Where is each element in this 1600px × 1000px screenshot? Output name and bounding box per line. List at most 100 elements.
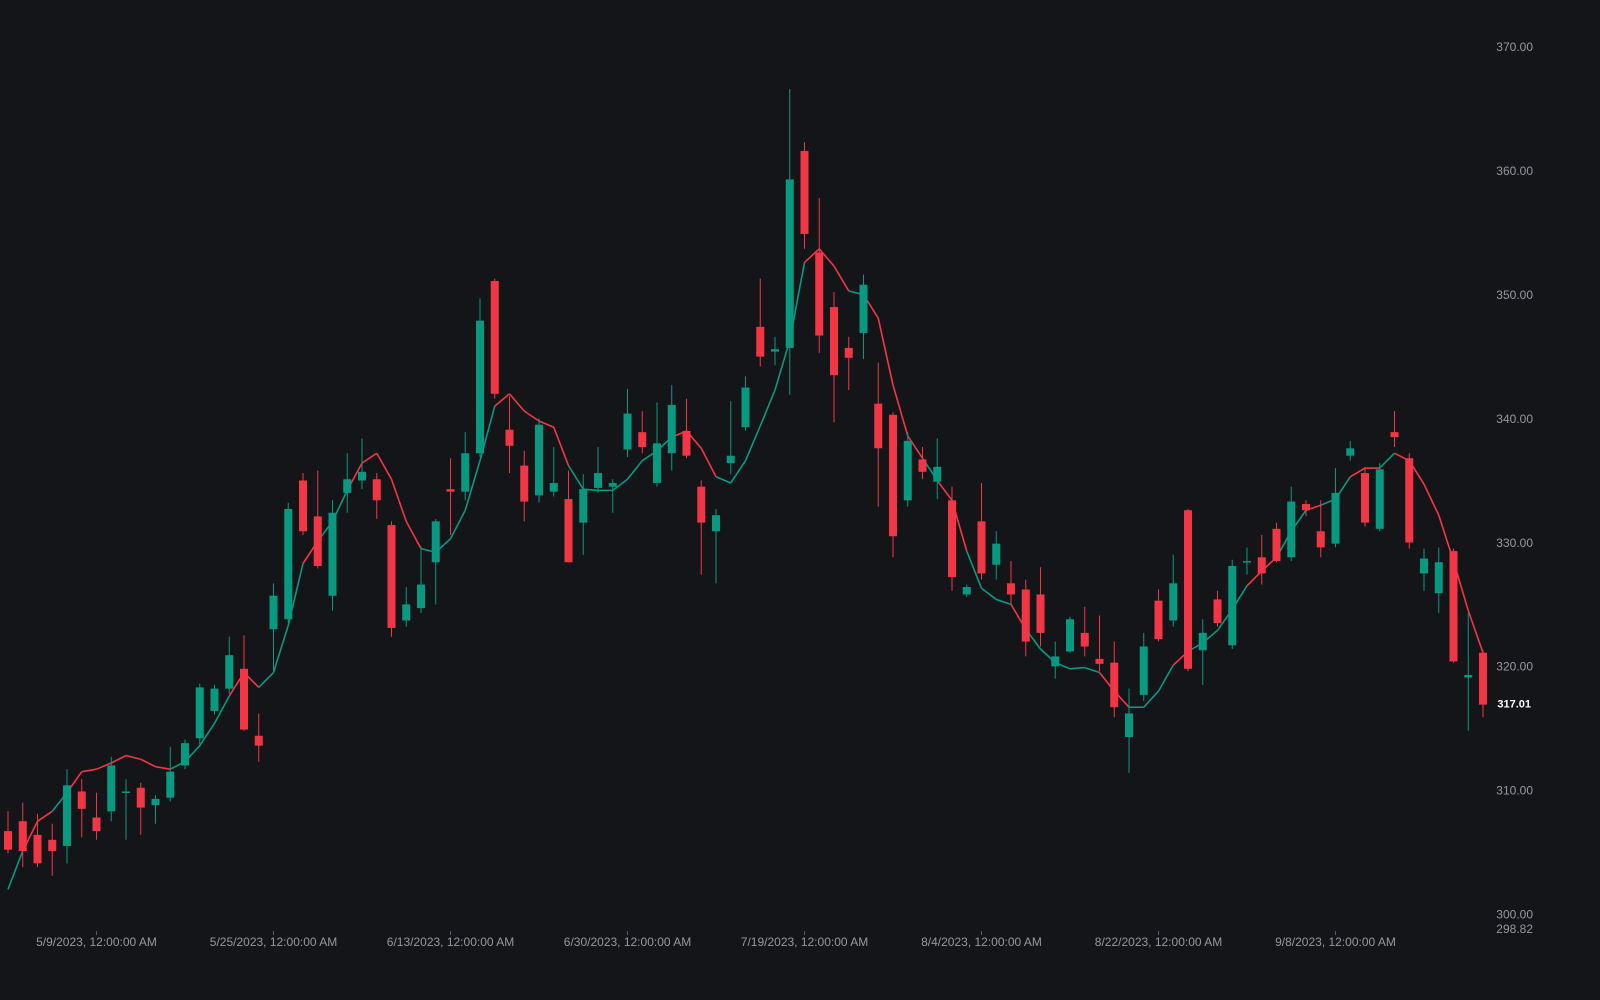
candle-body [1346, 448, 1355, 456]
candle-body [402, 604, 411, 621]
moving-average-segment [361, 452, 378, 464]
moving-average-segment [538, 420, 555, 428]
y-tick-label: 320.00 [1496, 660, 1533, 674]
candle-body [372, 479, 381, 501]
moving-average-segment [626, 460, 643, 480]
candle-body [1405, 458, 1414, 543]
candle-body [771, 349, 779, 352]
candle-body [741, 387, 750, 428]
candle-body [1287, 501, 1296, 558]
candle-body [682, 430, 691, 456]
moving-average-segment [96, 762, 112, 770]
moving-average-segment [892, 384, 909, 437]
moving-average-segment [125, 754, 141, 761]
candle-body [653, 443, 661, 483]
moving-average-segment [730, 460, 747, 484]
candle-body [490, 281, 499, 394]
candle-body [1390, 432, 1399, 438]
y-tick-label: 310.00 [1496, 784, 1533, 798]
candle-body [859, 284, 868, 334]
y-tick-label: 340.00 [1496, 412, 1533, 426]
x-tick-label: 8/4/2023, 12:00:00 AM [921, 935, 1042, 949]
moving-average-segment [877, 318, 894, 386]
candle-body [1302, 504, 1310, 511]
moving-average-segment [213, 695, 230, 724]
candle-body [948, 500, 956, 578]
candle-body [387, 525, 396, 628]
candle-body [417, 584, 425, 609]
y-tick-label: 350.00 [1496, 288, 1533, 302]
moving-average-segment [936, 480, 953, 501]
candle-body [1434, 562, 1443, 594]
candle-body [1036, 594, 1045, 633]
candle-body [18, 821, 27, 851]
candle-body [328, 512, 337, 596]
y-tick-label: 370.00 [1496, 40, 1533, 54]
moving-average-segment [449, 509, 466, 540]
candle-body [240, 668, 248, 730]
candle-body [1228, 565, 1237, 646]
moving-average-segment [464, 460, 481, 511]
candle-body [77, 791, 86, 809]
candle-body [63, 785, 71, 846]
candle-body [1479, 652, 1487, 705]
candle-body [623, 413, 632, 450]
candle-body [918, 459, 927, 472]
candle-body [549, 482, 558, 492]
moving-average-segment [494, 393, 511, 407]
candle-body [1110, 662, 1119, 708]
moving-average-segment [715, 476, 732, 484]
candle-body [638, 432, 647, 448]
candle-body [1420, 558, 1428, 574]
candle-body [564, 499, 573, 563]
candle-body [92, 817, 101, 832]
candle-body [594, 473, 602, 488]
last-price-label: 317.01 [1497, 699, 1531, 711]
x-tick-label: 5/25/2023, 12:00:00 AM [210, 935, 337, 949]
candle-body [667, 404, 676, 454]
moving-average-segment [376, 452, 393, 480]
candle-body [166, 771, 175, 798]
candle-body [33, 834, 42, 864]
candle-body [1375, 469, 1384, 529]
candle-body [136, 787, 145, 808]
x-tick-label: 8/22/2023, 12:00:00 AM [1095, 935, 1222, 949]
moving-average-segment [1143, 690, 1160, 708]
candle-body [889, 414, 897, 537]
moving-average-segment [700, 447, 717, 478]
candle-body [1213, 599, 1222, 623]
candle-body [962, 587, 971, 595]
moving-average-segment [258, 671, 275, 688]
x-tick-label: 6/30/2023, 12:00:00 AM [564, 935, 691, 949]
candle-body [431, 521, 440, 563]
candle-body [461, 453, 470, 492]
candle-body [151, 798, 160, 806]
candle-body [225, 655, 234, 689]
x-tick-label: 6/13/2023, 12:00:00 AM [387, 935, 514, 949]
candle-body [1080, 632, 1089, 647]
candle-body [358, 471, 366, 481]
candle-body [4, 831, 12, 850]
candle-body [903, 440, 912, 501]
moving-average-segment [155, 765, 171, 770]
candle-body [1154, 600, 1163, 640]
moving-average-segment [833, 265, 850, 292]
moving-average-segment [523, 410, 540, 422]
candle-body [446, 489, 455, 492]
candle-body [1464, 675, 1473, 678]
moving-average-segment [81, 768, 97, 773]
moving-average-segment [567, 465, 584, 490]
candle-body [844, 347, 853, 358]
candle-body [1243, 561, 1251, 563]
candle-body [933, 466, 942, 482]
moving-average-segment [966, 550, 983, 589]
moving-average-segment [1084, 666, 1100, 674]
candle-body [726, 455, 735, 464]
moving-average-segment [1467, 610, 1484, 653]
candle-body [815, 252, 824, 336]
candle-body [269, 595, 278, 630]
candle-body [712, 515, 720, 532]
